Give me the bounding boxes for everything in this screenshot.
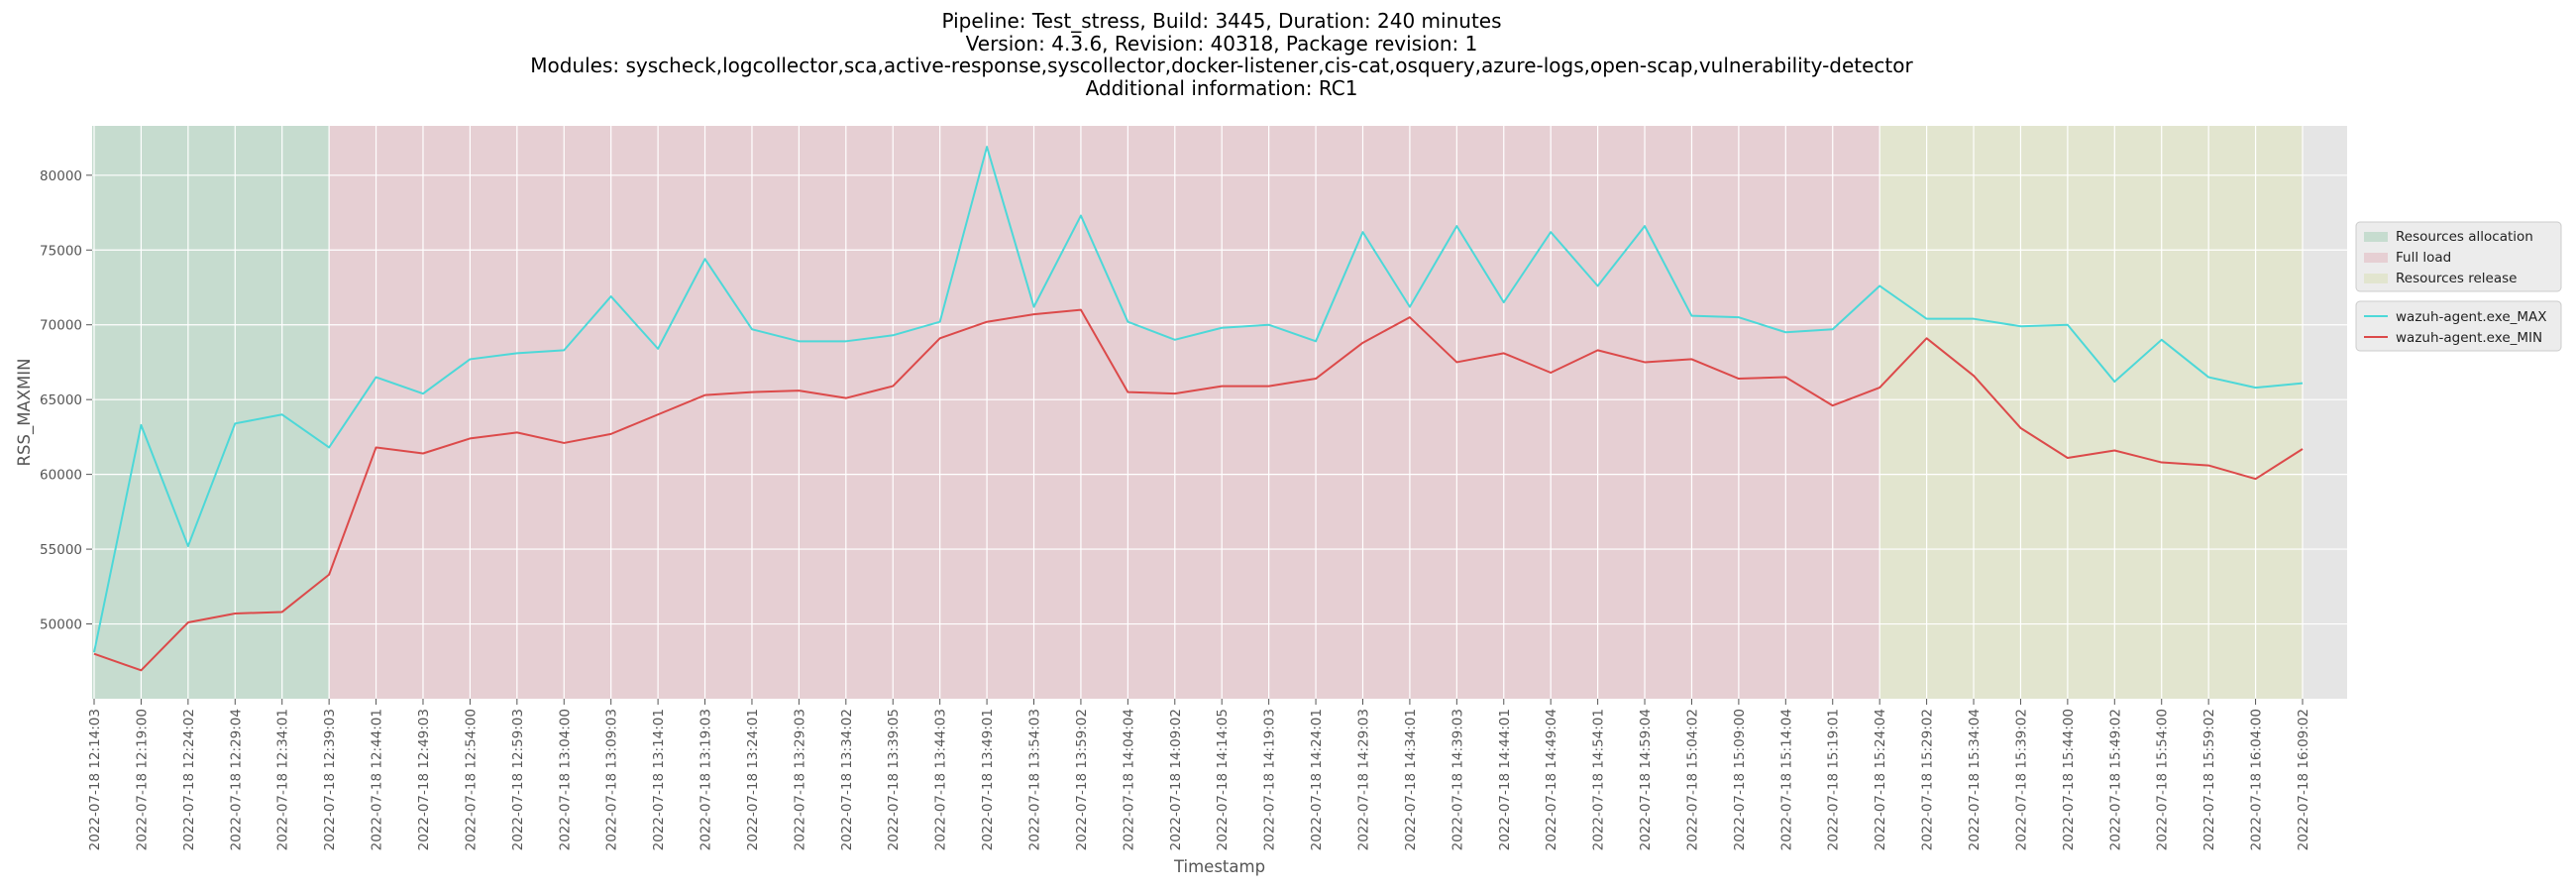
legend-label-band: Resources release [2396,271,2517,286]
band-resources-release [1879,126,2303,699]
x-tick-label: 2022-07-18 14:04:04 [1121,709,1136,850]
x-tick-label: 2022-07-18 14:39:03 [1449,709,1465,850]
x-tick-label: 2022-07-18 14:14:05 [1215,709,1231,850]
title-line-pipeline: Pipeline: Test_stress, Build: 3445, Dura… [941,9,1502,33]
legend-swatch-band [2364,232,2388,242]
x-tick-label: 2022-07-18 12:39:03 [322,709,338,850]
x-tick-label: 2022-07-18 15:24:04 [1873,709,1888,850]
x-tick-label: 2022-07-18 15:19:01 [1826,709,1842,850]
title-line-additional-info: Additional information: RC1 [1085,75,1358,100]
x-tick-label: 2022-07-18 14:09:02 [1168,709,1184,850]
x-tick-label: 2022-07-18 13:19:03 [698,709,714,850]
x-tick-label: 2022-07-18 12:59:03 [510,709,526,850]
x-axis-label: Timestamp [1173,857,1265,876]
legend-phases-box [2355,221,2562,292]
x-tick-label: 2022-07-18 12:34:01 [275,709,291,850]
x-tick-label: 2022-07-18 15:29:02 [1920,709,1936,850]
x-tick-label: 2022-07-18 15:34:04 [1967,709,1983,850]
x-tick-label: 2022-07-18 13:29:03 [792,709,807,850]
y-tick-label: 70000 [40,318,82,334]
y-axis-ticks: 50000 55000 60000 65000 70000 75000 80000 [40,168,92,633]
legend-label-band: Resources allocation [2396,229,2533,245]
x-tick-label: 2022-07-18 12:49:03 [416,709,432,850]
x-tick-label: 2022-07-18 15:59:02 [2201,709,2217,850]
legend-swatch-band [2364,253,2388,263]
x-tick-label: 2022-07-18 14:49:04 [1544,709,1559,850]
x-tick-label: 2022-07-18 14:44:01 [1497,709,1513,850]
x-tick-label: 2022-07-18 15:14:04 [1778,709,1794,850]
x-tick-label: 2022-07-18 15:49:02 [2107,709,2123,850]
x-tick-label: 2022-07-18 14:29:03 [1355,709,1371,850]
x-tick-label: 2022-07-18 14:54:01 [1591,709,1607,850]
x-tick-label: 2022-07-18 13:59:02 [1074,709,1090,850]
series-line-wazuh-agent-exe-min [93,308,2304,672]
title-line-version: Version: 4.3.6, Revision: 40318, Package… [965,31,1478,56]
x-tick-label: 2022-07-18 13:04:00 [557,709,573,850]
x-tick-label: 2022-07-18 13:49:01 [980,709,996,850]
legend-series-box [2355,300,2562,352]
y-tick-label: 75000 [40,243,82,259]
legend-phases: Resources allocation Full load Resources r… [2355,221,2562,292]
y-tick-label: 60000 [40,468,82,484]
x-tick-label: 2022-07-18 14:24:01 [1309,709,1325,850]
phase-bands [92,126,2303,699]
series-lines [93,146,2304,672]
grid-lines [92,126,2347,699]
x-tick-label: 2022-07-18 12:54:00 [463,709,479,850]
x-axis-ticks: 2022-07-18 12:14:03 2022-07-18 12:19:00 20… [87,699,2311,850]
x-tick-label: 2022-07-18 13:24:01 [745,709,761,850]
x-tick-label: 2022-07-18 13:39:05 [886,709,902,850]
x-tick-label: 2022-07-18 16:04:00 [2249,709,2265,850]
y-axis-label: RSS_MAXMIN [15,359,35,467]
y-tick-label: 65000 [40,392,82,408]
x-tick-label: 2022-07-18 15:04:02 [1684,709,1700,850]
x-tick-label: 2022-07-18 15:54:00 [2155,709,2171,850]
x-tick-label: 2022-07-18 12:19:00 [134,709,150,850]
band-resources-allocation [92,126,330,699]
y-tick-label: 55000 [40,542,82,558]
x-tick-label: 2022-07-18 13:14:01 [651,709,667,850]
legend-label-series: wazuh-agent.exe_MAX [2396,309,2547,325]
legend-swatch-band [2364,274,2388,283]
x-tick-label: 2022-07-18 13:34:02 [839,709,855,850]
x-tick-label: 2022-07-18 16:09:02 [2296,709,2311,850]
x-tick-label: 2022-07-18 15:44:00 [2061,709,2077,850]
x-tick-label: 2022-07-18 12:24:02 [181,709,197,850]
x-tick-label: 2022-07-18 14:19:03 [1262,709,1278,850]
legend-label-band: Full load [2396,250,2451,266]
x-tick-label: 2022-07-18 13:54:03 [1027,709,1043,850]
band-full-load [329,126,1880,699]
x-tick-label: 2022-07-18 15:09:00 [1732,709,1748,850]
x-tick-label: 2022-07-18 12:14:03 [87,709,103,850]
x-tick-label: 2022-07-18 14:59:04 [1638,709,1654,850]
series-line-wazuh-agent-exe-max [93,146,2304,653]
x-tick-label: 2022-07-18 13:09:03 [604,709,620,850]
x-tick-label: 2022-07-18 12:29:04 [228,709,244,850]
y-tick-label: 50000 [40,617,82,633]
y-tick-label: 80000 [40,168,82,184]
x-tick-label: 2022-07-18 14:34:01 [1403,709,1419,850]
title-line-modules: Modules: syscheck,logcollector,sca,activ… [530,54,1913,77]
legend-series: wazuh-agent.exe_MAX wazuh-agent.exe_MIN [2355,300,2562,352]
x-tick-label: 2022-07-18 12:44:01 [370,709,385,850]
x-tick-label: 2022-07-18 15:39:02 [2013,709,2029,850]
x-tick-label: 2022-07-18 13:44:03 [933,709,949,850]
chart-title: Pipeline: Test_stress, Build: 3445, Dura… [0,10,2443,99]
legend-label-series: wazuh-agent.exe_MIN [2396,330,2542,346]
